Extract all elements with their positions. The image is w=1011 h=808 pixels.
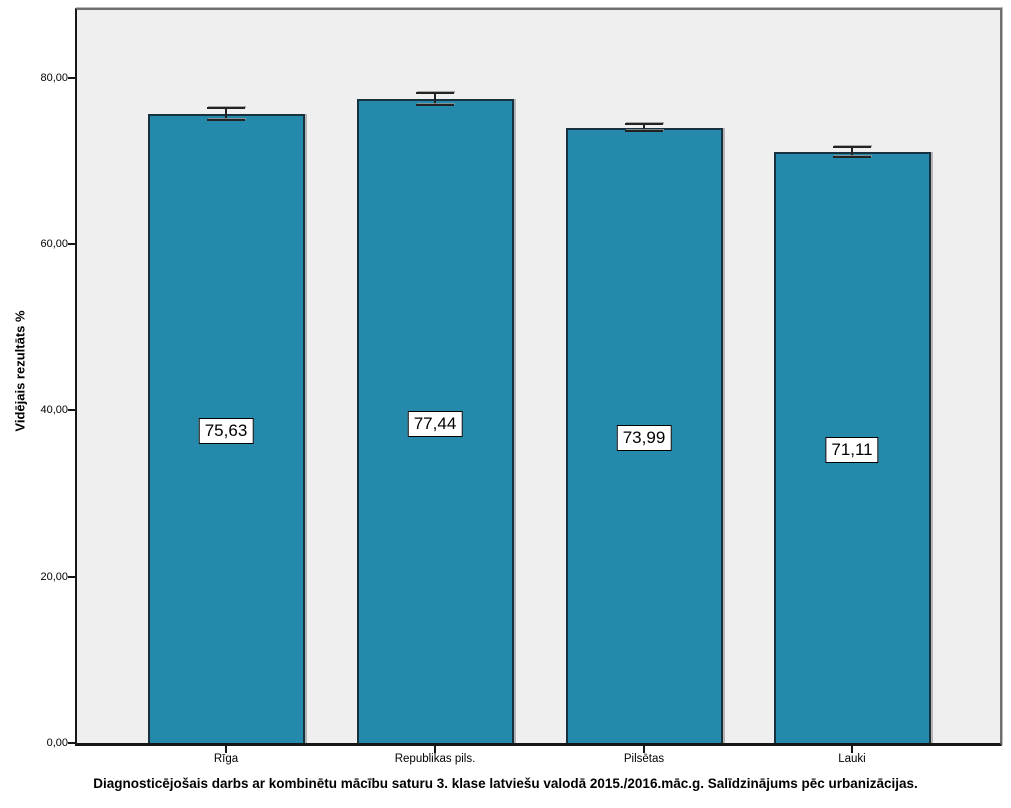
- error-bar: [207, 107, 245, 121]
- y-tick-label: 20,00: [40, 571, 68, 583]
- error-cap-bottom: [833, 156, 871, 158]
- y-tick-mark: [68, 409, 75, 411]
- x-category-label: Republikas pils.: [394, 753, 476, 765]
- error-stem: [434, 92, 436, 106]
- x-category-label: Pilsētas: [623, 753, 665, 765]
- error-stem: [851, 146, 853, 158]
- y-tick-label: 0,00: [46, 737, 68, 749]
- x-category-label: Lauki: [838, 753, 866, 765]
- bar-value-label: 75,63: [198, 418, 254, 444]
- chart-title: Diagnosticējošais darbs ar kombinētu māc…: [93, 776, 918, 791]
- x-category-label: Rīga: [213, 753, 239, 765]
- plot-area: 75,63 77,44 73,99 71,11: [75, 8, 1002, 746]
- y-tick-mark: [68, 77, 75, 79]
- x-tick-mark: [643, 746, 645, 753]
- x-tick-mark: [851, 746, 853, 753]
- error-cap-bottom: [416, 104, 454, 106]
- error-stem: [225, 107, 227, 121]
- bar-value-label: 71,11: [825, 437, 879, 463]
- y-tick-label: 60,00: [40, 238, 68, 250]
- error-cap-bottom: [625, 130, 663, 132]
- y-tick-mark: [68, 576, 75, 578]
- y-tick-label: 80,00: [40, 72, 68, 84]
- bar-value-label: 73,99: [616, 425, 672, 451]
- error-cap-bottom: [207, 119, 245, 121]
- x-tick-mark: [225, 746, 227, 753]
- x-tick-mark: [434, 746, 436, 753]
- error-stem: [643, 123, 645, 132]
- error-bar: [833, 146, 871, 158]
- y-tick-mark: [68, 742, 75, 744]
- y-tick-label: 40,00: [40, 404, 68, 416]
- bar-value-label: 77,44: [407, 411, 463, 437]
- error-bar: [416, 92, 454, 106]
- y-tick-mark: [68, 243, 75, 245]
- error-bar: [625, 123, 663, 132]
